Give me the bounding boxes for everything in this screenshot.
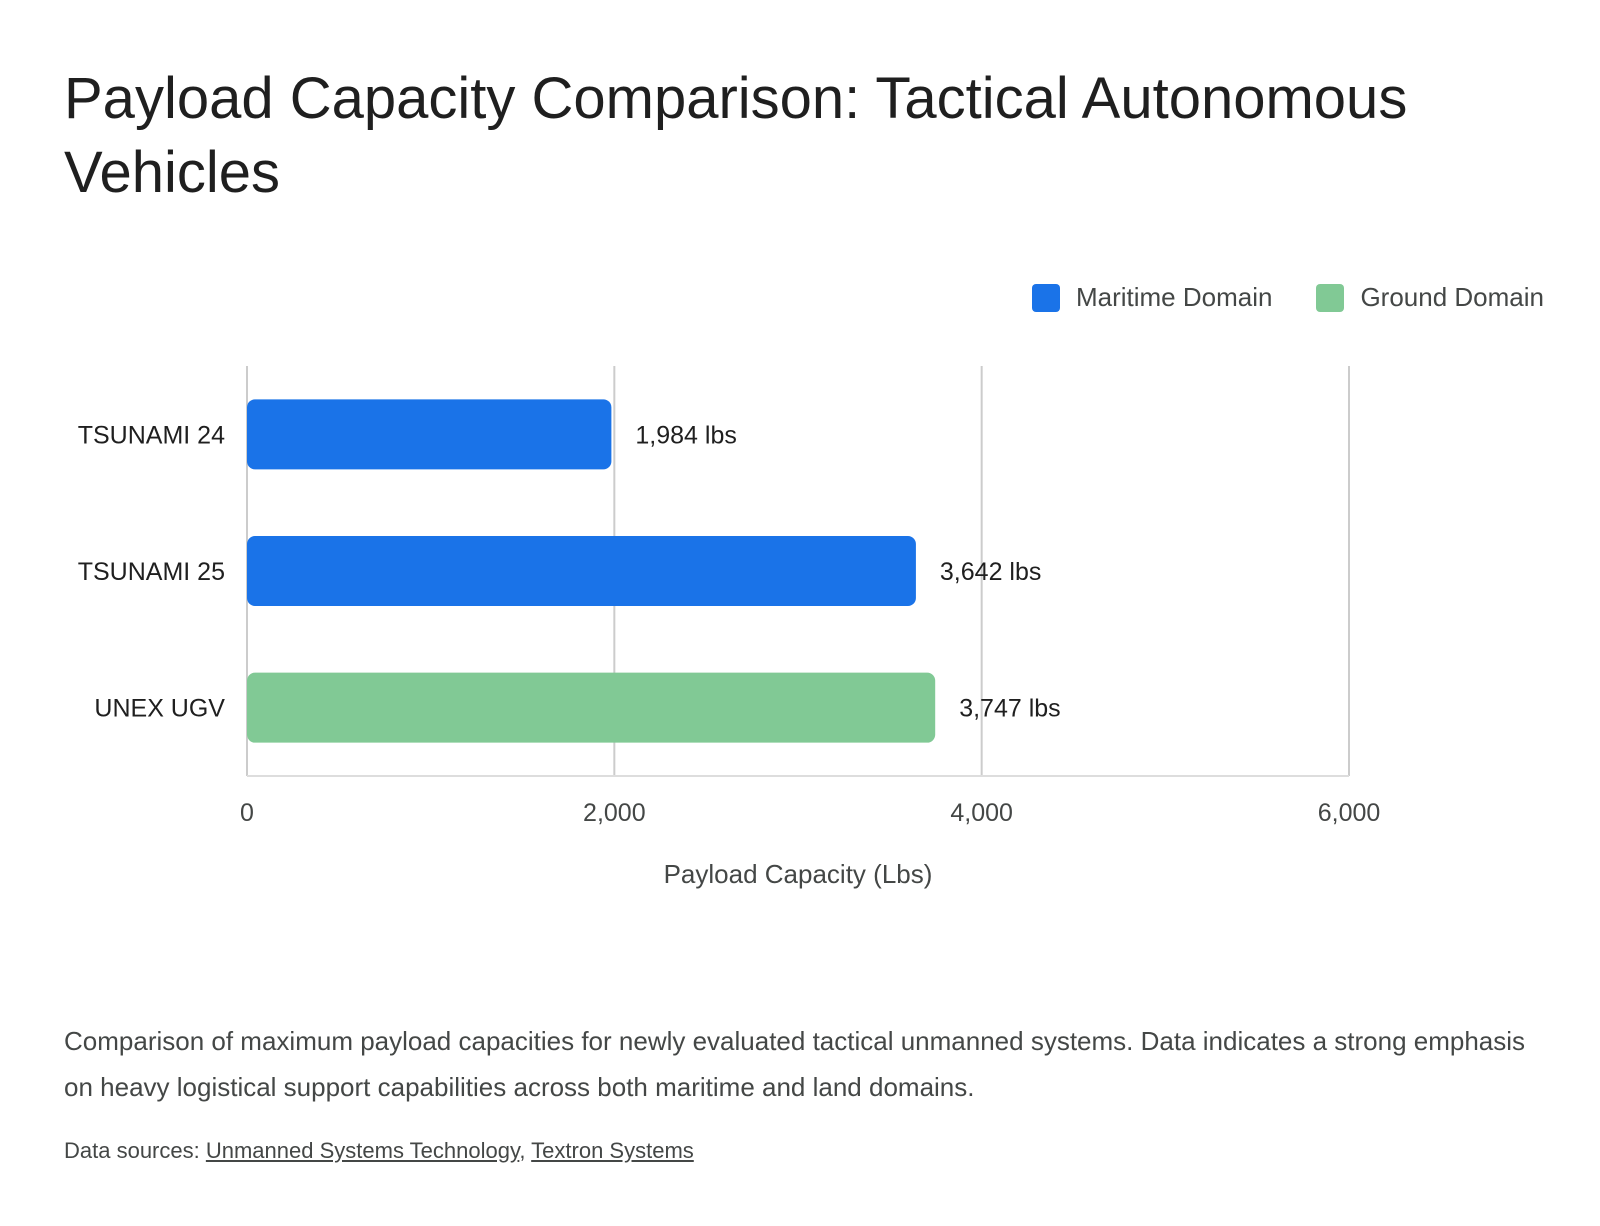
legend-swatch-ground <box>1316 283 1345 312</box>
chart-title: Payload Capacity Comparison: Tactical Au… <box>64 66 1408 205</box>
category-label-2: UNEX UGV <box>94 695 225 723</box>
legend-label-maritime: Maritime Domain <box>1075 282 1273 312</box>
data-sources: Data sources: Unmanned Systems Technolog… <box>64 1138 694 1164</box>
category-label-1: TSUNAMI 25 <box>78 558 225 586</box>
legend-swatch-maritime <box>1031 283 1060 312</box>
sources-separator: , <box>519 1138 526 1163</box>
category-label-0: TSUNAMI 24 <box>78 421 225 449</box>
x-axis-title: Payload Capacity (Lbs) <box>664 859 933 889</box>
bar-1 <box>247 536 916 606</box>
bar-0 <box>247 399 612 470</box>
x-tick-label-0: 0 <box>240 799 254 827</box>
chart-caption: Comparison of maximum payload capacities… <box>64 1026 1526 1102</box>
x-tick-label-2: 4,000 <box>950 799 1013 827</box>
chart-legend: Maritime Domain Ground Domain <box>1031 282 1544 313</box>
value-label-2: 3,747 lbs <box>959 695 1060 723</box>
value-label-0: 1,984 lbs <box>635 421 736 449</box>
legend-item-maritime[interactable]: Maritime Domain <box>1031 282 1273 313</box>
x-tick-label-3: 6,000 <box>1318 799 1381 827</box>
value-label-1: 3,642 lbs <box>940 558 1041 586</box>
source-link-unmanned-systems-technology[interactable]: Unmanned Systems Technology <box>205 1138 520 1163</box>
source-link-textron-systems[interactable]: Textron Systems <box>531 1138 694 1163</box>
x-tick-label-1: 2,000 <box>583 799 646 827</box>
sources-prefix: Data sources: <box>64 1138 200 1163</box>
bar-chart: TSUNAMI 24 1,984 lbs TSUNAMI 25 3,642 lbs UN… <box>78 366 1381 889</box>
legend-item-ground[interactable]: Ground Domain <box>1316 282 1544 313</box>
bar-2 <box>247 672 936 743</box>
legend-label-ground: Ground Domain <box>1360 282 1544 312</box>
